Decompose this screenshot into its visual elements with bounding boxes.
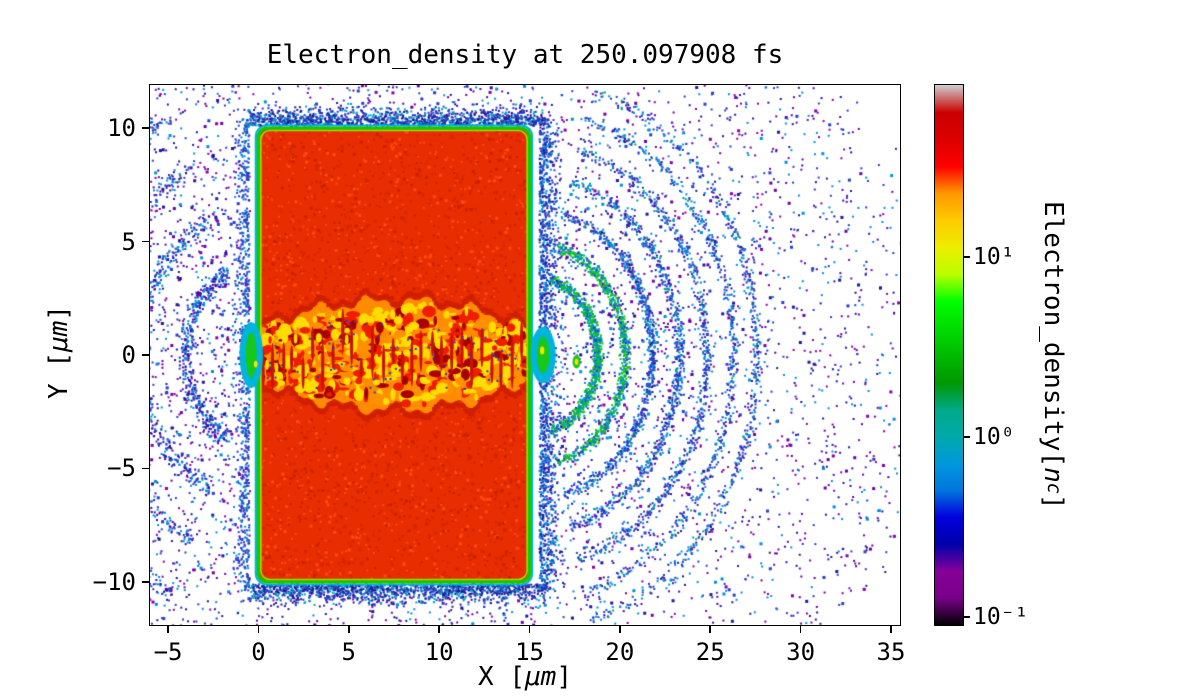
- x-tick-label: 15: [515, 638, 544, 666]
- colorbar-tick-mark: [964, 256, 970, 258]
- colorbar: [934, 84, 964, 626]
- x-tick-mark: [348, 626, 350, 633]
- x-tick-mark: [257, 626, 260, 633]
- colorbar-label: Electron_density[nc]: [1032, 85, 1068, 625]
- y-tick-label: 5: [121, 227, 136, 256]
- plot-title: Electron_density at 250.097908 fs: [266, 40, 784, 70]
- colorbar-label-var: n: [1038, 466, 1068, 483]
- y-tick-mark: [142, 127, 149, 129]
- x-axis-label-text: X [: [478, 662, 525, 692]
- x-axis-label: X [μm]: [150, 662, 900, 692]
- x-tick-label: 20: [605, 638, 635, 666]
- plot-area: [149, 84, 901, 626]
- x-tick-mark: [438, 626, 440, 633]
- x-tick-mark: [890, 626, 892, 633]
- colorbar-tick-label: 10⁻¹: [973, 603, 1029, 630]
- x-tick-label: −5: [153, 638, 183, 666]
- y-tick-label: −5: [107, 454, 136, 483]
- y-tick-label: −10: [92, 567, 136, 596]
- colorbar-tick-mark: [964, 616, 970, 618]
- x-tick-label: 25: [695, 638, 725, 666]
- y-axis-label-close: ]: [44, 305, 74, 321]
- x-axis-label-close: ]: [556, 662, 572, 692]
- x-tick-label: 10: [424, 638, 454, 666]
- x-tick-label: 30: [786, 638, 816, 666]
- colorbar-tick-label: 10⁰: [973, 423, 1015, 450]
- colorbar-label-close: ]: [1038, 493, 1068, 510]
- x-axis-unit: μm: [525, 662, 557, 692]
- x-tick-label: 35: [876, 638, 906, 666]
- x-tick-mark: [167, 626, 169, 633]
- colorbar-label-sub: c: [1043, 482, 1064, 494]
- x-tick-label: 5: [341, 638, 356, 666]
- colorbar-gradient: [935, 85, 963, 625]
- y-tick-mark: [142, 240, 149, 243]
- x-tick-mark: [709, 626, 711, 633]
- y-tick-mark: [142, 354, 149, 356]
- y-tick-mark: [142, 581, 149, 583]
- x-tick-mark: [528, 626, 531, 633]
- colorbar-tick-mark: [964, 436, 970, 438]
- y-tick-label: 10: [107, 114, 136, 143]
- x-tick-mark: [799, 626, 802, 633]
- y-tick-mark: [142, 467, 149, 470]
- y-tick-label: 0: [121, 341, 136, 369]
- colorbar-tick-label: 10¹: [973, 243, 1015, 270]
- x-tick-mark: [619, 626, 621, 633]
- x-tick-label: 0: [251, 638, 266, 666]
- colorbar-label-text: Electron_density[: [1038, 200, 1068, 467]
- density-heatmap-canvas: [150, 85, 900, 625]
